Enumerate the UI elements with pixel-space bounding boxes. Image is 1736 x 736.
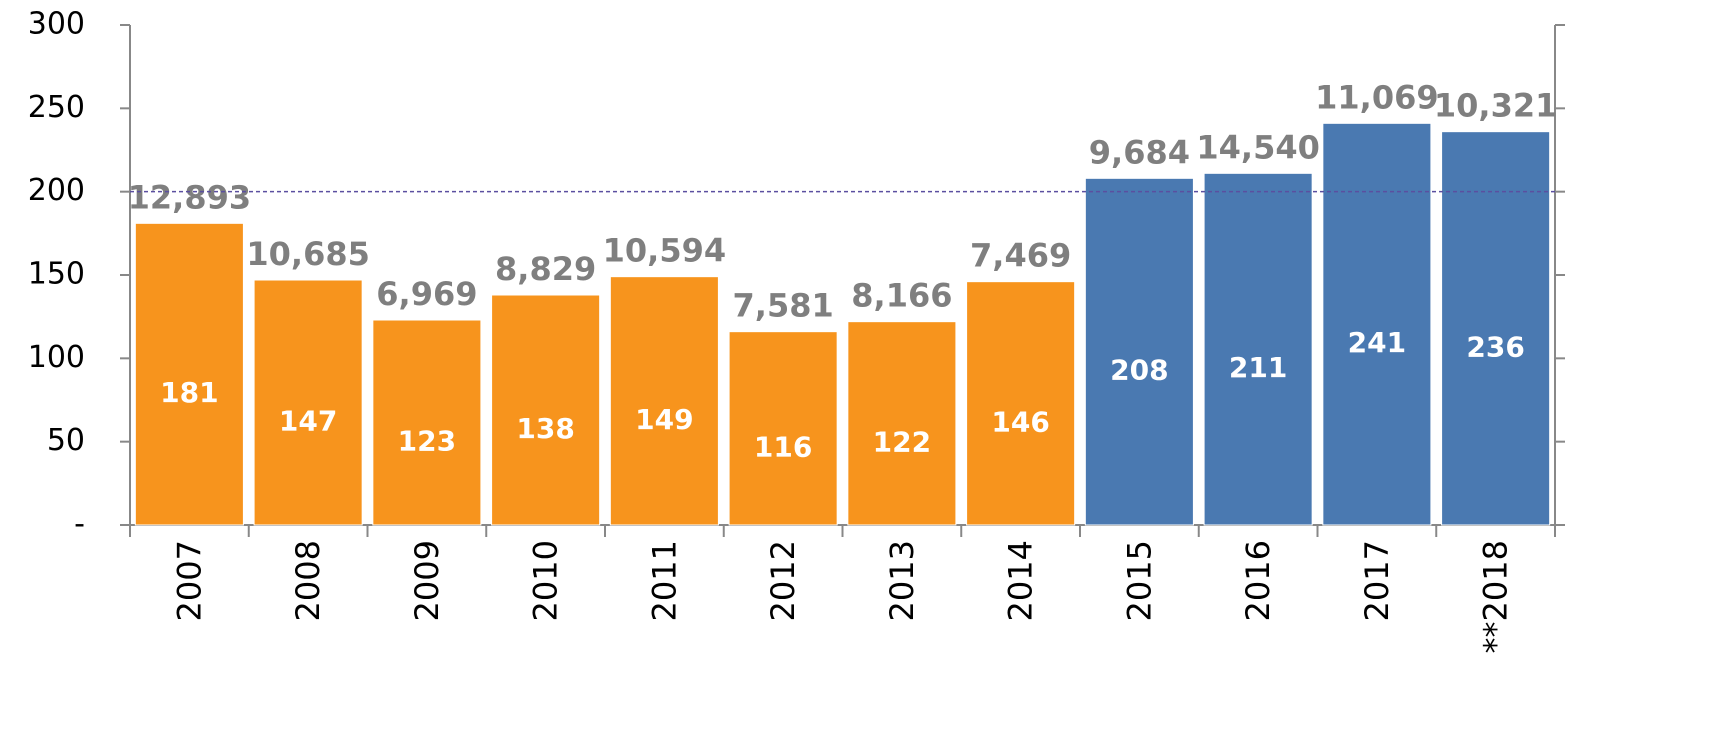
x-tick-label: 2010 (527, 540, 565, 621)
top-label: 12,893 (128, 178, 251, 216)
value-label: 116 (754, 430, 812, 463)
top-label: 11,069 (1315, 78, 1438, 116)
y-tick-label: 250 (28, 90, 85, 125)
bar (1084, 177, 1194, 526)
x-tick-label: 2017 (1358, 540, 1396, 621)
y-tick-label: 200 (28, 173, 85, 208)
value-label: 138 (516, 412, 574, 445)
top-label: 9,684 (1089, 133, 1190, 171)
x-tick-label: 2011 (645, 540, 683, 621)
value-label: 146 (991, 405, 1049, 438)
top-label: 7,469 (970, 237, 1071, 275)
bar (1203, 172, 1313, 526)
top-label: 10,685 (246, 235, 369, 273)
value-label: 149 (635, 403, 693, 436)
top-label: 6,969 (376, 275, 477, 313)
x-tick-label: **2018 (1477, 540, 1515, 653)
value-label: 208 (1110, 354, 1168, 387)
y-tick-label: 100 (28, 340, 85, 375)
top-label: 8,166 (851, 277, 952, 315)
x-tick-label: 2008 (289, 540, 327, 621)
x-tick-label: 2014 (1002, 540, 1040, 621)
y-tick-label: 300 (28, 7, 85, 42)
value-label: 236 (1466, 330, 1524, 363)
x-tick-label: 2009 (408, 540, 446, 621)
x-tick-label: 2007 (170, 540, 208, 621)
bar (966, 281, 1076, 526)
bar (609, 276, 719, 526)
y-tick-label: 50 (47, 423, 85, 458)
y-tick-label: - (74, 507, 85, 542)
bar (847, 321, 957, 526)
x-tick-label: 2013 (883, 540, 921, 621)
bar (134, 222, 244, 526)
top-label: 8,829 (495, 250, 596, 288)
x-tick-label: 2016 (1239, 540, 1277, 621)
bar (491, 294, 601, 526)
value-label: 122 (873, 425, 931, 458)
bar (372, 319, 482, 526)
top-label: 10,321 (1434, 87, 1557, 125)
value-label: 241 (1348, 326, 1406, 359)
bar (1441, 131, 1551, 526)
top-label: 14,540 (1196, 128, 1319, 166)
x-tick-label: 2012 (764, 540, 802, 621)
value-label: 211 (1229, 351, 1287, 384)
top-label: 7,581 (733, 287, 834, 325)
x-tick-label: 2015 (1120, 540, 1158, 621)
value-label: 147 (279, 405, 337, 438)
bar (253, 279, 363, 526)
value-label: 123 (398, 425, 456, 458)
value-label: 181 (160, 376, 218, 409)
top-label: 10,594 (603, 232, 726, 270)
bar (728, 331, 838, 526)
bar (1322, 122, 1432, 526)
y-tick-label: 150 (28, 257, 85, 292)
